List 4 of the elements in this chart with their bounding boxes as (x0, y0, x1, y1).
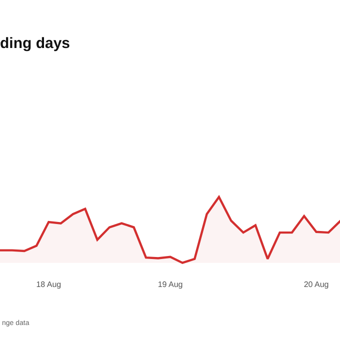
x-tick-label: 20 Aug (304, 280, 329, 289)
x-tick-label: 19 Aug (158, 280, 183, 289)
x-tick-label: 18 Aug (36, 280, 62, 289)
chart-title: ding days (0, 34, 70, 52)
